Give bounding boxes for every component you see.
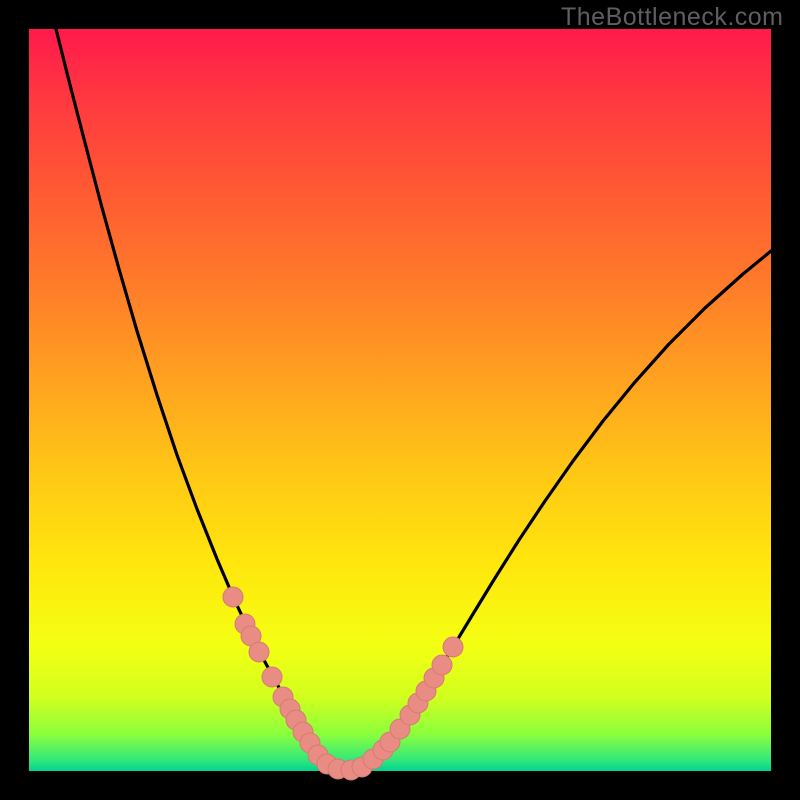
plot-area bbox=[29, 29, 771, 771]
data-point-marker bbox=[262, 667, 282, 687]
bottleneck-curve bbox=[56, 29, 771, 771]
data-point-marker bbox=[432, 655, 452, 675]
data-point-marker bbox=[223, 587, 243, 607]
data-point-marker bbox=[443, 637, 463, 657]
watermark-text: TheBottleneck.com bbox=[561, 3, 784, 32]
chart-svg bbox=[29, 29, 771, 771]
data-point-marker bbox=[249, 642, 269, 662]
chart-frame: TheBottleneck.com bbox=[0, 0, 800, 800]
